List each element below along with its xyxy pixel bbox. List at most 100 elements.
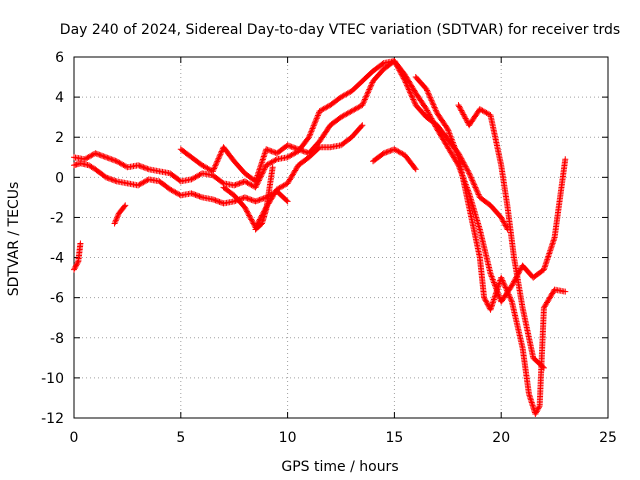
data-point <box>483 300 490 307</box>
axis-ticks <box>73 56 609 419</box>
data-point <box>264 146 271 153</box>
data-point <box>501 219 508 226</box>
data-point <box>306 132 313 139</box>
data-point <box>314 113 321 120</box>
data-point <box>461 160 468 167</box>
data-point <box>407 89 414 96</box>
data-point <box>427 94 434 101</box>
data-point <box>432 107 439 114</box>
data-point <box>366 86 373 93</box>
data-point <box>285 142 292 149</box>
data-point <box>450 140 457 147</box>
data-point <box>236 180 243 187</box>
data-point <box>470 180 477 187</box>
data-point <box>535 405 542 412</box>
data-point <box>495 292 502 299</box>
data-point <box>244 208 251 215</box>
data-point <box>109 176 116 183</box>
data-point <box>467 173 474 180</box>
data-point <box>244 209 251 216</box>
data-point <box>105 155 112 162</box>
data-point <box>363 93 370 100</box>
data-point <box>244 195 251 202</box>
data-point <box>448 136 455 143</box>
data-point <box>427 114 434 121</box>
y-tick-label: -10 <box>41 371 64 387</box>
data-point <box>358 123 365 130</box>
data-point <box>361 97 368 104</box>
data-point <box>114 214 121 221</box>
y-tick-label: 4 <box>55 90 64 106</box>
data-point <box>429 118 436 125</box>
data-point <box>461 114 468 121</box>
data-point <box>292 145 299 152</box>
data-point <box>508 282 515 289</box>
data-point <box>498 215 505 222</box>
data-point <box>74 259 81 266</box>
data-point <box>193 192 200 199</box>
data-point <box>212 162 219 169</box>
data-point <box>241 204 248 211</box>
data-point <box>455 102 462 109</box>
data-point <box>112 219 119 226</box>
data-point <box>474 190 481 197</box>
data-point <box>504 288 511 295</box>
data-point <box>474 188 481 195</box>
data-point <box>218 149 225 156</box>
data-point <box>268 148 275 155</box>
data-point <box>454 152 461 159</box>
data-point <box>265 147 272 154</box>
data-point <box>249 219 256 226</box>
y-tick-label: 0 <box>55 170 64 186</box>
data-point <box>315 145 322 152</box>
data-point <box>487 270 494 277</box>
data-point <box>424 107 431 114</box>
data-point <box>411 99 418 106</box>
data-point <box>410 96 417 103</box>
data-point <box>498 274 505 281</box>
data-point <box>191 191 198 198</box>
data-point <box>112 157 119 164</box>
data-point <box>293 145 300 152</box>
data-point <box>296 146 303 153</box>
data-point <box>366 85 373 92</box>
data-point <box>431 122 438 129</box>
data-point <box>448 135 455 142</box>
data-point <box>214 156 221 163</box>
data-point <box>383 149 390 156</box>
data-point <box>122 202 129 209</box>
data-point <box>469 178 476 185</box>
data-point <box>140 164 147 171</box>
data-point <box>452 145 459 152</box>
data-point <box>272 157 279 164</box>
data-point <box>247 215 254 222</box>
data-point <box>424 88 431 95</box>
data-point <box>503 223 510 230</box>
data-point <box>463 164 470 171</box>
data-point <box>365 89 372 96</box>
data-point <box>289 144 296 151</box>
data-point <box>367 83 374 90</box>
data-point <box>449 138 456 145</box>
data-point <box>382 149 389 156</box>
data-point <box>210 166 217 173</box>
y-tick-label: -2 <box>50 210 64 226</box>
data-point <box>473 187 480 194</box>
data-point <box>488 273 495 280</box>
data-point <box>252 198 259 205</box>
data-point <box>213 197 220 204</box>
data-point <box>111 220 118 227</box>
data-point <box>197 193 204 200</box>
data-point <box>539 363 546 370</box>
data-point <box>452 146 459 153</box>
data-point <box>144 165 151 172</box>
data-point <box>489 275 496 282</box>
data-point <box>105 175 112 182</box>
data-point <box>508 297 515 304</box>
data-point <box>212 197 219 204</box>
data-point <box>481 296 488 303</box>
data-point <box>511 278 518 285</box>
data-point <box>246 212 253 219</box>
data-point <box>112 177 119 184</box>
